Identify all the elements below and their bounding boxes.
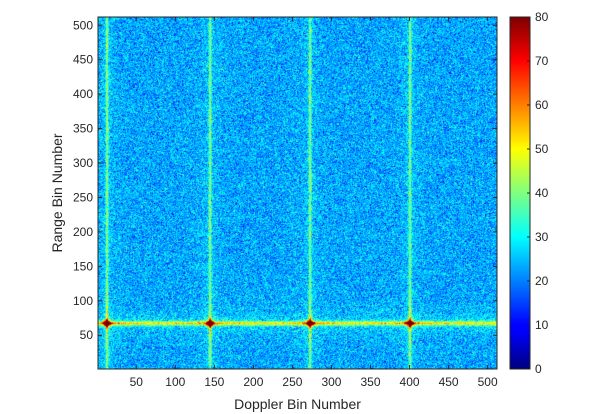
y-tick-label: 200 [73, 225, 93, 239]
x-tick-label: 50 [130, 375, 144, 389]
x-tick-label: 250 [282, 375, 302, 389]
y-tick-label: 500 [73, 18, 93, 32]
y-tick-label: 450 [73, 53, 93, 67]
x-tick-label: 350 [360, 375, 380, 389]
x-tick-label: 400 [400, 375, 420, 389]
colorbar-tick-label: 30 [535, 230, 549, 244]
x-tick-label: 450 [439, 375, 459, 389]
x-axis-title: Doppler Bin Number [234, 396, 361, 412]
y-tick-label: 350 [73, 122, 93, 136]
x-tick-label: 300 [321, 375, 341, 389]
x-tick-label: 150 [204, 375, 224, 389]
colorbar-tick-label: 70 [535, 54, 549, 68]
colorbar-tick-label: 80 [535, 10, 549, 24]
y-tick-label: 100 [73, 294, 93, 308]
y-axis-title: Range Bin Number [49, 133, 65, 252]
x-tick-label: 200 [243, 375, 263, 389]
plot-frame [97, 16, 498, 370]
x-tick-label: 100 [165, 375, 185, 389]
colorbar-tick-label: 50 [535, 142, 549, 156]
colorbar-tick-label: 0 [535, 362, 542, 376]
x-axis-ticks: 50 100 150 200 250 300 350 400 450 500 [130, 17, 498, 389]
y-tick-label: 300 [73, 156, 93, 170]
colorbar-tick-label: 40 [535, 186, 549, 200]
y-tick-label: 400 [73, 87, 93, 101]
heatmap-image [98, 17, 497, 369]
x-tick-label: 500 [478, 375, 498, 389]
colorbar-tick-label: 20 [535, 274, 549, 288]
heatmap-image-container [98, 17, 497, 369]
y-axis-ticks: 50 100 150 200 250 300 350 400 450 500 [73, 18, 497, 342]
y-tick-label: 150 [73, 259, 93, 273]
colorbar-ticks: 0 10 20 30 40 50 60 70 80 [527, 10, 549, 376]
y-tick-label: 250 [73, 190, 93, 204]
colorbar-tick-label: 60 [535, 98, 549, 112]
colorbar-tick-label: 10 [535, 318, 549, 332]
y-tick-label: 50 [80, 328, 94, 342]
